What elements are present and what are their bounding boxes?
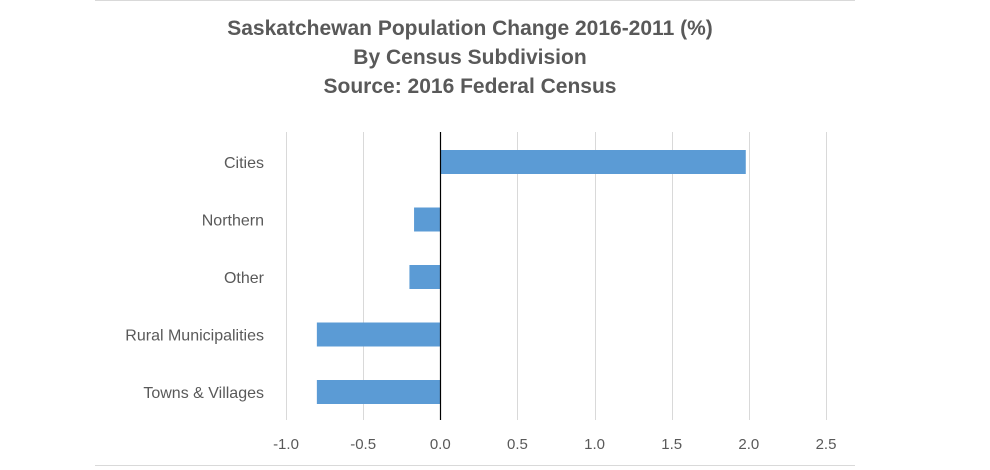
chart-title-line-1: Saskatchewan Population Change 2016-2011…: [227, 17, 713, 40]
bottom-divider: [95, 465, 855, 466]
chart-title-line-3: Source: 2016 Federal Census: [323, 75, 617, 98]
top-divider: [95, 0, 855, 1]
x-tick-label-1: -0.5: [350, 436, 376, 453]
category-label-0: Cities: [224, 155, 264, 172]
category-label-4: Towns & Villages: [143, 385, 264, 402]
x-tick-label-5: 1.5: [661, 436, 682, 453]
bar-2: [409, 265, 441, 289]
x-tick-label-0: -1.0: [273, 436, 299, 453]
category-label-1: Northern: [202, 213, 264, 230]
bar-3: [316, 322, 441, 347]
chart-title: Saskatchewan Population Change 2016-2011…: [160, 14, 780, 101]
x-tick-label-3: 0.5: [507, 436, 528, 453]
category-label-2: Other: [224, 270, 265, 287]
bar-4: [316, 380, 441, 404]
bar-0: [440, 150, 746, 174]
bar-1: [414, 207, 441, 232]
x-tick-label-2: 0.0: [430, 436, 451, 453]
x-tick-label-6: 2.0: [738, 436, 759, 453]
category-label-3: Rural Municipalities: [125, 328, 264, 345]
x-tick-label-7: 2.5: [816, 436, 837, 453]
x-tick-label-4: 1.0: [584, 436, 605, 453]
chart-title-line-2: By Census Subdivision: [353, 46, 587, 69]
